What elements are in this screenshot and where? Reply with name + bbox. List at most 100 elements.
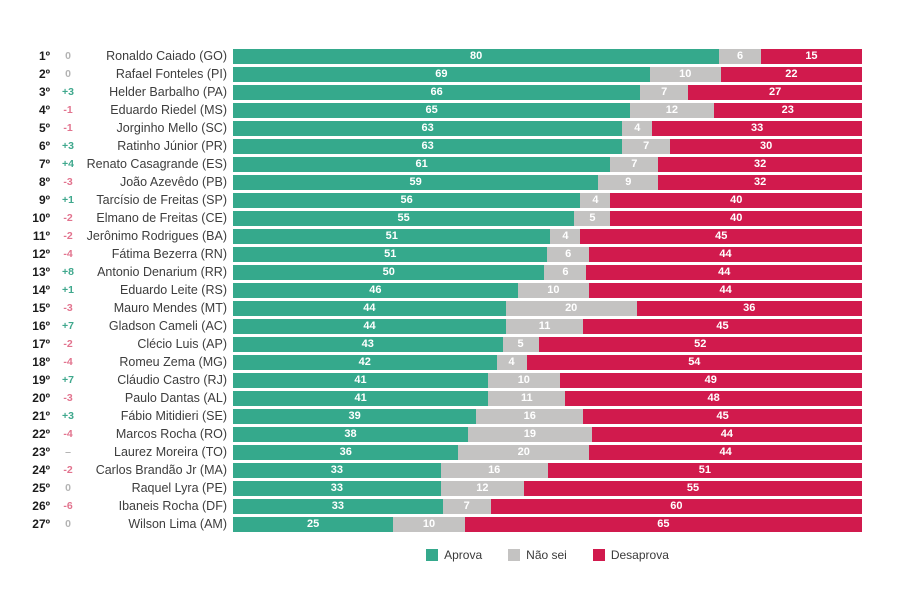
nao-sei-value-label: 6 xyxy=(562,265,569,278)
aprova-bar-segment: 42 xyxy=(233,354,497,370)
governor-name: Ratinho Júnior (PR) xyxy=(117,139,227,153)
desaprova-value-label: 44 xyxy=(719,283,732,296)
aprova-value-label: 33 xyxy=(330,463,343,476)
governor-name: Eduardo Leite (RS) xyxy=(119,283,227,297)
aprova-value-label: 56 xyxy=(400,193,413,206)
desaprova-bar-segment: 51 xyxy=(547,462,862,478)
rank-label: 16º xyxy=(32,319,50,333)
desaprova-bar-segment: 32 xyxy=(658,156,863,172)
rank-change-indicator: -1 xyxy=(63,122,73,134)
stacked-bar: 33 7 60 xyxy=(233,498,863,514)
governor-row: 9º +1 Tarcísio de Freitas (SP) 56 4 40 xyxy=(20,191,862,209)
nao-sei-bar-segment: 10 xyxy=(517,282,590,298)
rank-change-indicator: -4 xyxy=(63,356,73,368)
aprova-bar-segment: 43 xyxy=(233,336,503,352)
aprova-value-label: 59 xyxy=(409,175,422,188)
nao-sei-bar-segment: 11 xyxy=(488,390,566,406)
aprova-bar-segment: 56 xyxy=(233,192,581,208)
rank-change-indicator: +4 xyxy=(62,158,74,170)
stacked-bar: 56 4 40 xyxy=(233,192,862,208)
aprova-value-label: 42 xyxy=(358,355,371,368)
legend-item-aprova: Aprova xyxy=(426,548,482,562)
aprova-bar-segment: 51 xyxy=(233,246,548,262)
stacked-bar: 50 6 44 xyxy=(233,264,862,280)
governor-row: 21º +3 Fábio Mitidieri (SE) 39 16 45 xyxy=(20,407,863,425)
desaprova-value-label: 40 xyxy=(730,193,743,206)
aprova-value-label: 44 xyxy=(363,319,376,332)
nao-sei-value-label: 6 xyxy=(736,49,744,62)
stacked-bar: 55 5 40 xyxy=(233,210,862,226)
aprova-value-label: 33 xyxy=(330,481,343,494)
rank-change-indicator: -3 xyxy=(63,392,73,404)
governor-row: 1º 0 Ronaldo Caiado (GO) 80 6 15 xyxy=(20,47,862,65)
aprova-value-label: 80 xyxy=(469,49,483,62)
desaprova-value-label: 44 xyxy=(719,247,732,260)
rank-label: 15º xyxy=(32,301,50,315)
nao-sei-bar-segment: 16 xyxy=(476,408,584,424)
aprova-bar-segment: 33 xyxy=(233,462,441,478)
chart-area: 1º 0 Ronaldo Caiado (GO) 80 6 15 2º 0 Ra… xyxy=(20,47,863,562)
nao-sei-bar-segment: 4 xyxy=(496,354,527,370)
desaprova-bar-segment: 22 xyxy=(720,66,862,82)
desaprova-value-label: 36 xyxy=(743,301,756,314)
nao-sei-bar-segment: 6 xyxy=(547,246,590,262)
aprova-bar-segment: 46 xyxy=(233,282,518,298)
desaprova-value-label: 45 xyxy=(716,319,729,332)
governor-row: 18º -4 Romeu Zema (MG) 42 4 54 xyxy=(20,353,862,371)
desaprova-bar-segment: 15 xyxy=(760,48,862,64)
chart-rows: 1º 0 Ronaldo Caiado (GO) 80 6 15 2º 0 Ra… xyxy=(20,47,863,533)
rank-change-indicator: +7 xyxy=(62,320,74,332)
aprova-bar-segment: 39 xyxy=(233,408,477,424)
aprova-value-label: 25 xyxy=(307,517,320,530)
stacked-bar: 25 10 65 xyxy=(233,516,862,532)
desaprova-bar-segment: 36 xyxy=(636,300,862,316)
rank-label: 25º xyxy=(32,481,50,495)
desaprova-bar-segment: 44 xyxy=(589,444,862,460)
stacked-bar: 41 10 49 xyxy=(233,372,862,388)
governor-name: Jerônimo Rodrigues (BA) xyxy=(86,229,227,243)
nao-sei-bar-segment: 12 xyxy=(630,102,714,118)
rank-label: 4º xyxy=(38,103,50,117)
desaprova-bar-segment: 45 xyxy=(583,408,863,424)
governor-row: 3º +3 Helder Barbalho (PA) 66 7 27 xyxy=(20,83,862,101)
stacked-bar: 51 4 45 xyxy=(233,228,862,244)
desaprova-swatch-icon xyxy=(592,549,605,561)
desaprova-bar-segment: 44 xyxy=(589,282,862,298)
aprova-value-label: 33 xyxy=(331,499,344,512)
nao-sei-bar-segment: 5 xyxy=(502,336,539,352)
desaprova-value-label: 65 xyxy=(657,517,670,530)
aprova-bar-segment: 59 xyxy=(233,174,599,190)
rank-label: 5º xyxy=(38,121,50,135)
nao-sei-bar-segment: 12 xyxy=(440,480,524,496)
stacked-bar: 44 20 36 xyxy=(233,300,862,316)
nao-sei-value-label: 6 xyxy=(565,247,572,260)
governor-name: Rafael Fonteles (PI) xyxy=(115,67,227,81)
rank-label: 14º xyxy=(32,283,50,297)
desaprova-bar-segment: 32 xyxy=(658,174,863,190)
governor-name: Gladson Cameli (AC) xyxy=(108,319,227,333)
rank-change-indicator: 0 xyxy=(65,482,71,494)
nao-sei-value-label: 16 xyxy=(488,463,501,476)
aprova-bar-segment: 36 xyxy=(233,444,459,460)
stacked-bar: 69 10 22 xyxy=(233,66,862,82)
desaprova-value-label: 23 xyxy=(781,103,794,116)
rank-label: 3º xyxy=(38,85,50,99)
governor-row: 12º -4 Fátima Bezerra (RN) 51 6 44 xyxy=(20,245,862,263)
governor-name: Laurez Moreira (TO) xyxy=(114,445,227,459)
rank-change-indicator: -2 xyxy=(63,212,73,224)
nao-sei-value-label: 9 xyxy=(625,175,632,188)
desaprova-bar-segment: 52 xyxy=(538,336,862,352)
governor-name: Clécio Luis (AP) xyxy=(137,337,227,351)
governor-row: 11º -2 Jerônimo Rodrigues (BA) 51 4 45 xyxy=(20,227,862,245)
governor-row: 22º -4 Marcos Rocha (RO) 38 19 44 xyxy=(20,425,862,443)
aprova-value-label: 51 xyxy=(385,229,398,242)
governor-name: Wilson Lima (AM) xyxy=(128,517,227,531)
stacked-bar: 42 4 54 xyxy=(233,354,862,370)
rank-label: 1º xyxy=(38,49,50,63)
desaprova-value-label: 55 xyxy=(686,481,700,494)
governor-name: Ronaldo Caiado (GO) xyxy=(106,49,227,63)
governor-row: 5º -1 Jorginho Mello (SC) 63 4 33 xyxy=(20,119,862,137)
nao-sei-value-label: 7 xyxy=(661,85,668,98)
governor-row: 23º – Laurez Moreira (TO) 36 20 44 xyxy=(20,443,862,461)
